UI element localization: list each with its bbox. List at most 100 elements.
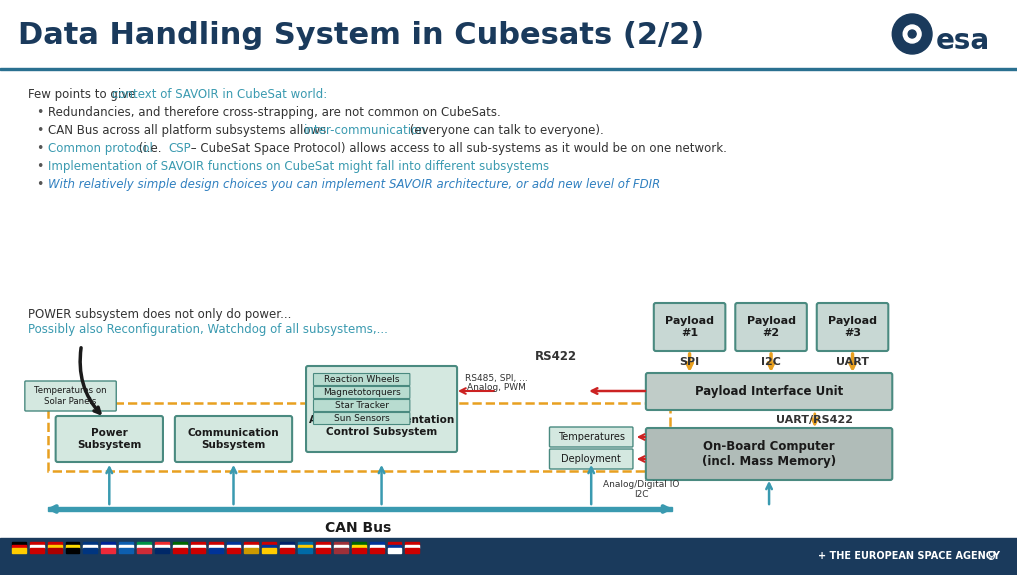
Text: Data Handling System in Cubesats (2/2): Data Handling System in Cubesats (2/2) [17,21,705,50]
Text: Payload
#1: Payload #1 [665,316,714,338]
FancyBboxPatch shape [646,373,892,410]
Bar [352,542,366,546]
FancyBboxPatch shape [313,400,410,412]
Bar [101,545,116,548]
Bar [226,548,241,553]
Bar [226,542,241,546]
Bar [370,545,384,548]
Bar [245,542,258,546]
Text: Communication
Subsystem: Communication Subsystem [187,428,280,450]
Bar [262,545,276,548]
Bar [245,548,258,553]
Bar [137,542,151,546]
Text: •: • [36,142,43,155]
Text: With relatively simple design choices you can implement SAVOIR architecture, or : With relatively simple design choices yo… [48,178,659,191]
Text: On-Board Computer
(incl. Mass Memory): On-Board Computer (incl. Mass Memory) [702,440,837,468]
Text: Implementation of SAVOIR functions on CubeSat might fall into different subsyste: Implementation of SAVOIR functions on Cu… [48,160,549,173]
Bar [137,548,151,553]
Text: Possibly also Reconfiguration, Watchdog of all subsystems,...: Possibly also Reconfiguration, Watchdog … [28,323,388,336]
Bar [316,542,330,546]
Text: Magnetotorquers: Magnetotorquers [323,388,400,397]
Bar [209,542,222,546]
Text: RS422: RS422 [536,351,578,363]
Bar [119,542,133,546]
Bar [281,542,294,546]
Text: Reaction Wheels: Reaction Wheels [324,375,399,384]
Bar [66,548,80,553]
Bar [298,542,312,546]
Bar [48,507,672,511]
Bar [173,545,186,548]
Text: Deployment: Deployment [561,454,622,464]
FancyBboxPatch shape [175,416,292,462]
Bar [316,548,330,553]
Text: POWER subsystem does not only do power...: POWER subsystem does not only do power..… [28,308,291,321]
Bar [0,0,1018,68]
Text: UART/RS422: UART/RS422 [776,415,853,425]
Text: Attitude and Orientation
Control Subsystem: Attitude and Orientation Control Subsyst… [309,415,455,437]
Bar [155,545,169,548]
Bar [12,548,26,553]
Bar [226,545,241,548]
Text: CAN Bus: CAN Bus [325,521,391,535]
FancyBboxPatch shape [313,386,410,398]
Bar [66,542,80,546]
Bar [262,542,276,546]
Text: I2C: I2C [761,357,781,367]
Text: 9: 9 [988,550,995,562]
FancyBboxPatch shape [313,374,410,385]
Circle shape [908,30,916,38]
Bar [298,545,312,548]
Text: Few points to give: Few points to give [28,88,139,101]
Bar [0,538,1018,575]
FancyBboxPatch shape [25,381,117,411]
Bar [352,545,366,548]
Bar [245,545,258,548]
Circle shape [903,25,922,43]
Text: Redundancies, and therefore cross-strapping, are not common on CubeSats.: Redundancies, and therefore cross-strapp… [48,106,501,119]
Bar [155,548,169,553]
Bar [48,403,670,471]
Bar [190,548,205,553]
Text: Sun Sensors: Sun Sensors [334,414,389,423]
Bar [387,542,401,546]
FancyBboxPatch shape [550,427,633,447]
FancyBboxPatch shape [735,303,807,351]
Bar [281,548,294,553]
Text: UART: UART [836,357,869,367]
Bar [387,545,401,548]
Bar [12,545,26,548]
Text: (i.e.: (i.e. [135,142,166,155]
Bar [316,545,330,548]
Bar [101,548,116,553]
Bar [209,545,222,548]
Bar [84,542,97,546]
Text: Common protocol: Common protocol [48,142,153,155]
Text: CAN Bus across all platform subsystems allows: CAN Bus across all platform subsystems a… [48,124,330,137]
Text: Star Tracker: Star Tracker [335,401,389,410]
Bar [12,542,26,546]
Bar [406,542,419,546]
Text: esa: esa [936,27,990,55]
Bar [173,548,186,553]
Bar [48,545,61,548]
Bar [281,545,294,548]
Text: Power
Subsystem: Power Subsystem [77,428,141,450]
Bar [84,545,97,548]
Bar [48,548,61,553]
Bar [137,545,151,548]
Text: Payload Interface Unit: Payload Interface Unit [695,385,843,397]
Text: Payload
#2: Payload #2 [746,316,796,338]
Text: SPI: SPI [680,357,699,367]
Text: Payload
#3: Payload #3 [828,316,877,338]
Text: + THE EUROPEAN SPACE AGENCY: + THE EUROPEAN SPACE AGENCY [818,551,1000,561]
FancyBboxPatch shape [313,412,410,424]
Bar [334,545,348,548]
Text: RS485, SPI, ...: RS485, SPI, ... [466,374,528,382]
Bar [48,542,61,546]
Bar [370,542,384,546]
Bar [173,542,186,546]
Bar [66,545,80,548]
Bar [30,548,44,553]
Text: CSP: CSP [168,142,190,155]
